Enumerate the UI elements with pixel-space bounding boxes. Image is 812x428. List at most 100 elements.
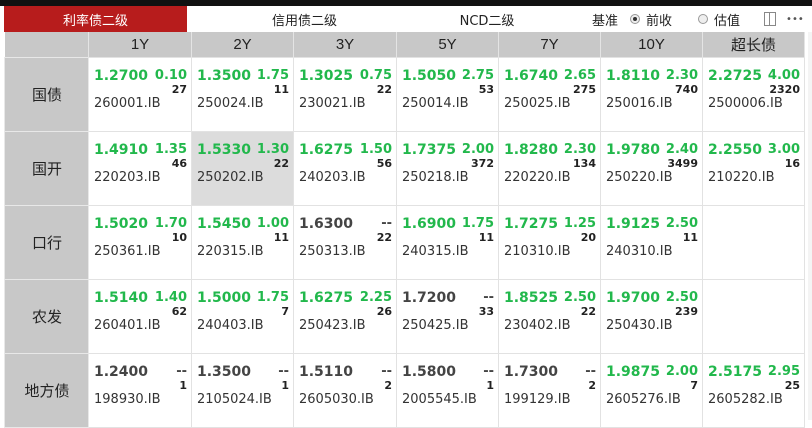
yield-value: 1.5050 xyxy=(402,67,457,84)
yield-matrix: 1Y 2Y 3Y 5Y 7Y 10Y 超长债 国债 1.2700 0.10 27 260001… xyxy=(4,32,805,428)
quote-cell[interactable]: 1.2700 0.10 27 260001.IB xyxy=(88,56,192,132)
column-header[interactable]: 7Y xyxy=(498,32,601,57)
yield-value: 1.6900 xyxy=(402,215,457,232)
quote-cell[interactable]: 1.6275 2.25 26 250423.IB xyxy=(293,278,397,354)
quote-cell[interactable]: 1.7375 2.00 372 250218.IB xyxy=(396,130,499,206)
column-header[interactable]: 3Y xyxy=(293,32,397,57)
yield-value: 1.5020 xyxy=(94,215,149,232)
quote-cell[interactable]: 1.5800 -- 1 2005545.IB xyxy=(396,352,499,428)
yield-value: 1.6740 xyxy=(504,67,559,84)
layout-icon[interactable] xyxy=(764,12,777,26)
change-value: 0.75 xyxy=(359,67,392,83)
bond-code: 250425.IB xyxy=(402,317,469,333)
yield-value: 1.5140 xyxy=(94,289,149,306)
right-scroll-panel[interactable] xyxy=(808,32,812,420)
trade-count: 22 xyxy=(376,82,392,96)
quote-cell[interactable]: 1.5020 1.70 10 250361.IB xyxy=(88,204,192,280)
quote-cell[interactable]: 1.6740 2.65 275 250025.IB xyxy=(498,56,601,132)
quote-cell[interactable]: 2.5175 2.95 25 2605282.IB xyxy=(702,352,805,428)
change-value: -- xyxy=(278,363,289,379)
quote-cell[interactable]: 1.6300 -- 22 250313.IB xyxy=(293,204,397,280)
table-row: 地方债 1.2400 -- 1 198930.IB 1.3500 -- 1 2105… xyxy=(4,352,805,428)
radio-valuation[interactable] xyxy=(698,14,709,24)
yield-value: 2.5175 xyxy=(708,363,763,380)
trade-count: 10 xyxy=(171,230,187,244)
bond-code: 260001.IB xyxy=(94,95,161,111)
column-header[interactable]: 超长债 xyxy=(702,32,805,57)
tab-credit-bond[interactable]: 信用债二级 xyxy=(271,13,337,29)
table-row: 农发 1.5140 1.40 62 260401.IB 1.5000 1.75 7 … xyxy=(4,278,805,354)
change-value: 2.00 xyxy=(461,141,494,157)
quote-cell[interactable]: 1.6900 1.75 11 240315.IB xyxy=(396,204,499,280)
trade-count: 372 xyxy=(471,156,494,170)
quote-cell[interactable]: 1.5110 -- 2 2605030.IB xyxy=(293,352,397,428)
trade-count: 25 xyxy=(784,378,800,392)
tab-rate-bond[interactable]: 利率债二级 xyxy=(4,6,187,32)
change-value: 1.75 xyxy=(256,67,289,83)
quote-cell[interactable]: 1.8525 2.50 22 230402.IB xyxy=(498,278,601,354)
row-header: 农发 xyxy=(4,278,89,354)
trade-count: 1 xyxy=(179,378,187,392)
tab-ncd[interactable]: NCD二级 xyxy=(459,13,515,29)
bond-code: 2005545.IB xyxy=(402,391,477,407)
radio-prev-close-label[interactable]: 前收 xyxy=(646,13,673,29)
bond-code: 240310.IB xyxy=(606,243,673,259)
bond-code: 230402.IB xyxy=(504,317,571,333)
quote-cell[interactable]: 1.7275 1.25 20 210310.IB xyxy=(498,204,601,280)
bond-code: 250024.IB xyxy=(197,95,264,111)
trade-count: 11 xyxy=(478,230,494,244)
column-header[interactable]: 10Y xyxy=(600,32,703,57)
change-value: 2.50 xyxy=(665,215,698,231)
column-header[interactable]: 5Y xyxy=(396,32,499,57)
bond-code: 250218.IB xyxy=(402,169,469,185)
bond-code: 250220.IB xyxy=(606,169,673,185)
trade-count: 2320 xyxy=(769,82,800,96)
trade-count: 3499 xyxy=(667,156,698,170)
yield-value: 1.6275 xyxy=(299,289,354,306)
radio-prev-close[interactable] xyxy=(630,14,641,24)
quote-cell[interactable]: 1.5050 2.75 53 250014.IB xyxy=(396,56,499,132)
column-header[interactable]: 2Y xyxy=(191,32,294,57)
quote-cell[interactable]: 1.8280 2.30 134 220220.IB xyxy=(498,130,601,206)
quote-cell[interactable]: 1.9780 2.40 3499 250220.IB xyxy=(600,130,703,206)
quote-cell[interactable]: 1.5140 1.40 62 260401.IB xyxy=(88,278,192,354)
quote-cell[interactable]: 1.6275 1.50 56 240203.IB xyxy=(293,130,397,206)
change-value: 1.75 xyxy=(256,289,289,305)
yield-value: 1.7275 xyxy=(504,215,559,232)
yield-value: 1.3025 xyxy=(299,67,354,84)
quote-cell[interactable]: 1.7300 -- 2 199129.IB xyxy=(498,352,601,428)
quote-cell[interactable]: 1.5000 1.75 7 240403.IB xyxy=(191,278,294,354)
bond-code: 220220.IB xyxy=(504,169,571,185)
column-header[interactable]: 1Y xyxy=(88,32,192,57)
row-header: 地方债 xyxy=(4,352,89,428)
quote-cell[interactable]: 2.2725 4.00 2320 2500006.IB xyxy=(702,56,805,132)
radio-valuation-label[interactable]: 估值 xyxy=(714,13,741,29)
quote-cell[interactable]: 1.5330 1.30 22 250202.IB xyxy=(191,130,294,206)
change-value: 2.30 xyxy=(563,141,596,157)
quote-cell[interactable]: 1.9125 2.50 11 240310.IB xyxy=(600,204,703,280)
quote-cell[interactable]: 1.3025 0.75 22 230021.IB xyxy=(293,56,397,132)
quote-cell[interactable]: 1.9875 2.00 7 2605276.IB xyxy=(600,352,703,428)
quote-cell[interactable]: 1.4910 1.35 46 220203.IB xyxy=(88,130,192,206)
bond-code: 230021.IB xyxy=(299,95,366,111)
quote-cell[interactable]: 1.5450 1.00 11 220315.IB xyxy=(191,204,294,280)
tab-bar: 利率债二级 信用债二级 NCD二级 基准 前收 估值 ••• xyxy=(4,6,808,32)
bond-code: 250313.IB xyxy=(299,243,366,259)
table-row: 口行 1.5020 1.70 10 250361.IB 1.5450 1.00 11… xyxy=(4,204,805,280)
change-value: 1.00 xyxy=(256,215,289,231)
quote-cell[interactable]: 1.8110 2.30 740 250016.IB xyxy=(600,56,703,132)
change-value: 0.10 xyxy=(154,67,187,83)
trade-count: 46 xyxy=(171,156,187,170)
quote-cell[interactable]: 1.9700 2.50 239 250430.IB xyxy=(600,278,703,354)
trade-count: 11 xyxy=(273,82,289,96)
quote-cell[interactable]: 1.2400 -- 1 198930.IB xyxy=(88,352,192,428)
quote-cell[interactable]: 2.2550 3.00 16 210220.IB xyxy=(702,130,805,206)
quote-cell[interactable]: 1.7200 -- 33 250425.IB xyxy=(396,278,499,354)
top-strip xyxy=(0,0,812,6)
bond-code: 240403.IB xyxy=(197,317,264,333)
more-icon[interactable]: ••• xyxy=(786,13,804,25)
quote-cell[interactable]: 1.3500 -- 1 2105024.IB xyxy=(191,352,294,428)
bond-code: 250423.IB xyxy=(299,317,366,333)
yield-value: 1.3500 xyxy=(197,67,252,84)
quote-cell[interactable]: 1.3500 1.75 11 250024.IB xyxy=(191,56,294,132)
